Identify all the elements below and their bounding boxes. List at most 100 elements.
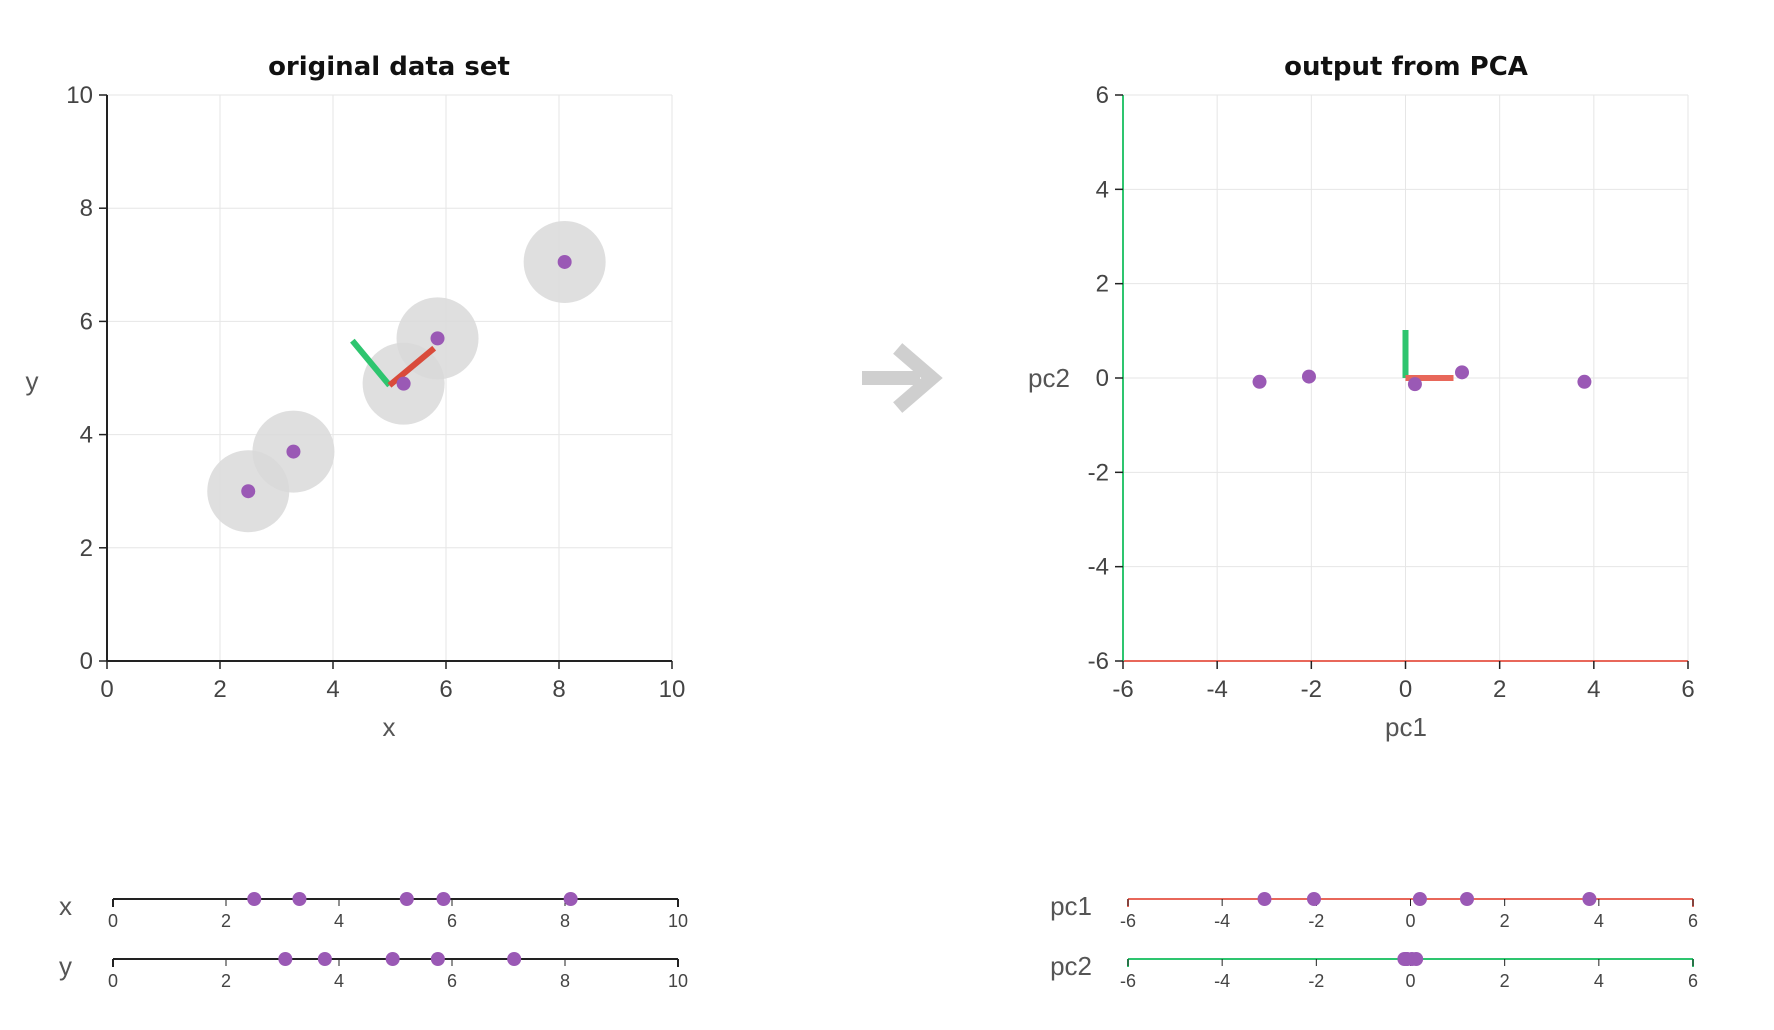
y-tick-label: 0 bbox=[80, 648, 93, 675]
y-tick-label: -6 bbox=[1088, 648, 1109, 675]
data-point bbox=[286, 444, 301, 459]
strip-tick-label: 4 bbox=[334, 911, 344, 931]
strip-point bbox=[247, 892, 262, 906]
strip-point bbox=[436, 892, 451, 906]
y-tick-label: 4 bbox=[80, 422, 93, 449]
original-axis-strips: x 0 2 4 6 8 10 y 0 2 4 6 8 10 bbox=[59, 891, 688, 991]
strip-point bbox=[563, 892, 578, 906]
x-axis-label: pc1 bbox=[1385, 712, 1427, 742]
strip-tick-label: 8 bbox=[560, 971, 570, 991]
x-tick-label: 10 bbox=[659, 676, 686, 703]
y-tick-label: 6 bbox=[1096, 82, 1109, 109]
strip-label: y bbox=[59, 951, 72, 981]
strip-tick-label: 6 bbox=[1688, 971, 1698, 991]
principal-vectors bbox=[350, 338, 437, 388]
data-point bbox=[241, 484, 256, 499]
y-tick-label: 2 bbox=[80, 535, 93, 562]
transform-arrow-icon bbox=[862, 343, 943, 413]
strip-tick-label: -4 bbox=[1214, 971, 1230, 991]
strip-tick-label: 2 bbox=[221, 971, 231, 991]
strip-tick-label: 6 bbox=[447, 971, 457, 991]
strip-point bbox=[399, 892, 414, 906]
x-tick-label: 2 bbox=[1493, 676, 1506, 703]
strip-label: x bbox=[59, 891, 72, 921]
y-tick-label: 8 bbox=[80, 195, 93, 222]
strip-tick-label: 4 bbox=[334, 971, 344, 991]
chart-title: output from PCA bbox=[1284, 52, 1528, 82]
strip-tick-label: -2 bbox=[1308, 911, 1324, 931]
data-point bbox=[1455, 365, 1469, 380]
strip-point bbox=[1460, 892, 1474, 906]
strip-tick-label: 2 bbox=[1500, 911, 1510, 931]
x-tick-label: 2 bbox=[213, 676, 226, 703]
strip-point bbox=[1412, 892, 1427, 906]
strip-tick-label: 6 bbox=[447, 911, 457, 931]
data-point bbox=[396, 376, 411, 391]
strip-label: pc2 bbox=[1050, 951, 1092, 981]
strip-tick-label: -6 bbox=[1120, 971, 1136, 991]
x-tick-label: 6 bbox=[439, 676, 452, 703]
chart-title: original data set bbox=[268, 52, 510, 82]
y-tick-label: 4 bbox=[1096, 176, 1109, 203]
strip-point bbox=[317, 952, 332, 966]
strip-point bbox=[292, 892, 307, 906]
strip-point bbox=[385, 952, 400, 966]
axes: -6 -4 -2 0 2 4 6 -6 -4 -2 0 2 4 6 bbox=[1088, 82, 1695, 703]
x-tick-label: 0 bbox=[1399, 676, 1412, 703]
strip-tick-label: 4 bbox=[1594, 911, 1604, 931]
strip-tick-label: -4 bbox=[1214, 911, 1230, 931]
strip-tick-label: 2 bbox=[221, 911, 231, 931]
pc2-vector bbox=[350, 338, 392, 388]
y-tick-label: -2 bbox=[1088, 459, 1109, 486]
strip-tick-label: 8 bbox=[560, 911, 570, 931]
grid bbox=[106, 94, 673, 662]
x-tick-label: -4 bbox=[1206, 676, 1227, 703]
grid bbox=[1122, 94, 1689, 662]
pca-axis-strips: pc1 -6 -4 -2 0 2 4 6 pc2 -6 -4 -2 0 2 4 6 bbox=[1050, 891, 1698, 991]
y-tick-label: -4 bbox=[1088, 554, 1109, 581]
pc1-vector bbox=[387, 345, 437, 388]
strip-point bbox=[1399, 952, 1414, 966]
y-tick-label: 10 bbox=[66, 82, 93, 109]
strip-tick-label: -6 bbox=[1120, 911, 1136, 931]
y-tick-label: 0 bbox=[1096, 365, 1109, 392]
x-tick-label: 0 bbox=[100, 676, 113, 703]
y-axis-label: pc2 bbox=[1028, 363, 1070, 393]
strip-tick-label: 0 bbox=[1405, 971, 1415, 991]
data-points bbox=[1252, 365, 1592, 392]
point-halos bbox=[207, 220, 606, 533]
original-data-chart: original data set 0 2 4 6 8 10 0 2 4 6 8 10 x y bbox=[26, 52, 686, 742]
x-tick-label: -6 bbox=[1112, 676, 1133, 703]
strip-label: pc1 bbox=[1050, 891, 1092, 921]
x-axis-label: x bbox=[383, 712, 396, 742]
strip-point bbox=[430, 952, 445, 966]
strip-tick-label: 0 bbox=[1405, 911, 1415, 931]
data-points bbox=[241, 254, 572, 499]
strip-point bbox=[278, 952, 293, 966]
y-axis-label: y bbox=[26, 366, 39, 396]
strip-point bbox=[1582, 892, 1597, 906]
data-point bbox=[1407, 377, 1422, 392]
x-tick-label: 4 bbox=[326, 676, 339, 703]
principal-vectors bbox=[1402, 330, 1454, 381]
strip-tick-label: 4 bbox=[1594, 971, 1604, 991]
x-tick-label: 8 bbox=[552, 676, 565, 703]
pca-output-chart: output from PCA -6 -4 -2 0 2 4 6 -6 -4 -2 0 2 4 6 pc1… bbox=[1028, 52, 1695, 742]
strip-tick-label: -2 bbox=[1308, 971, 1324, 991]
data-point bbox=[430, 331, 445, 346]
y-tick-label: 6 bbox=[80, 308, 93, 335]
data-point bbox=[557, 254, 572, 269]
data-point bbox=[1301, 369, 1316, 384]
strip-tick-label: 10 bbox=[668, 971, 688, 991]
strip-tick-label: 2 bbox=[1500, 971, 1510, 991]
x-tick-label: -2 bbox=[1301, 676, 1322, 703]
strip-point bbox=[1257, 892, 1272, 906]
strip-tick-label: 10 bbox=[668, 911, 688, 931]
axes: 0 2 4 6 8 10 0 2 4 6 8 10 bbox=[66, 82, 685, 703]
x-tick-label: 4 bbox=[1587, 676, 1600, 703]
data-point bbox=[1577, 374, 1592, 389]
strip-point bbox=[507, 952, 522, 966]
y-tick-label: 2 bbox=[1096, 271, 1109, 298]
strip-tick-label: 0 bbox=[108, 971, 118, 991]
